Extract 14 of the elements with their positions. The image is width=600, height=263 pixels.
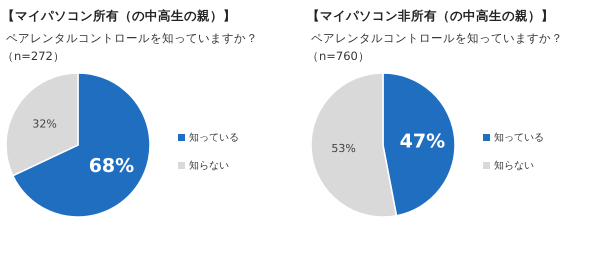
chart-title: 【マイパソコン所有（の中高生の親）】 bbox=[2, 8, 236, 23]
data-label: 32% bbox=[32, 117, 57, 130]
legend-label: 知らない bbox=[189, 160, 229, 172]
chart-subtitle: ペアレンタルコントロールを知っていますか？ bbox=[6, 31, 258, 45]
legend-label: 知っている bbox=[494, 132, 544, 144]
text: （n=272） bbox=[2, 49, 65, 63]
data-label: 68% bbox=[88, 155, 134, 178]
data-label: 53% bbox=[331, 142, 356, 156]
chart-subtitle: ペアレンタルコントロールを知っていますか？ bbox=[311, 31, 563, 45]
text: （n=760） bbox=[307, 49, 370, 63]
chart-title: 【マイパソコン非所有（の中高生の親）】 bbox=[307, 8, 554, 23]
data-label: 47% bbox=[400, 130, 446, 152]
legend-label: 知っている bbox=[189, 132, 239, 144]
legend-label: 知らない bbox=[494, 160, 534, 172]
